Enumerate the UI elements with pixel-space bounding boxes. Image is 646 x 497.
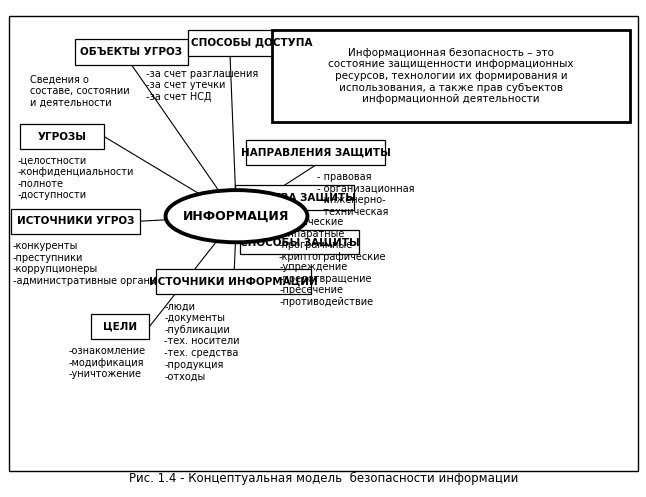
Text: Сведения о
составе, состоянии
и деятельности: Сведения о составе, состоянии и деятельн… [30, 75, 130, 108]
FancyBboxPatch shape [11, 209, 140, 234]
Text: -ознакомление
-модификация
-уничтожение: -ознакомление -модификация -уничтожение [69, 346, 146, 379]
Text: Рис. 1.4 - Концептуальная модель  безопасности информации: Рис. 1.4 - Концептуальная модель безопас… [129, 472, 518, 485]
Text: - правовая
- организационная
- инженерно-
  техническая: - правовая - организационная - инженерно… [317, 172, 415, 217]
Text: -упреждение
-предотвращение
-пресечение
-противодействие: -упреждение -предотвращение -пресечение … [280, 262, 374, 307]
Text: -люди
-документы
-публикации
-тех. носители
-тех. средства
-продукция
-отходы: -люди -документы -публикации -тех. носит… [164, 302, 240, 381]
Ellipse shape [165, 190, 307, 243]
FancyBboxPatch shape [76, 39, 188, 65]
Text: -целостности
-конфиденциальности
-полноте
-доступности: -целостности -конфиденциальности -полнот… [17, 156, 134, 200]
Text: -за счет разглашения
-за счет утечки
-за счет НСД: -за счет разглашения -за счет утечки -за… [146, 69, 258, 102]
FancyBboxPatch shape [156, 269, 311, 294]
FancyBboxPatch shape [91, 314, 149, 339]
Text: ИСТОЧНИКИ УГРОЗ: ИСТОЧНИКИ УГРОЗ [17, 216, 134, 226]
Text: -физические
-аппаратные
-программные
-криптографические: -физические -аппаратные -программные -кр… [278, 217, 386, 262]
FancyBboxPatch shape [240, 230, 359, 254]
FancyBboxPatch shape [188, 30, 314, 56]
Text: СПОСОБЫ ЗАЩИТЫ: СПОСОБЫ ЗАЩИТЫ [240, 237, 360, 247]
Text: ОБЪЕКТЫ УГРОЗ: ОБЪЕКТЫ УГРОЗ [80, 47, 182, 57]
FancyBboxPatch shape [272, 30, 630, 122]
Text: -конкуренты
-преступники
-коррупционеры
-административные органы: -конкуренты -преступники -коррупционеры … [13, 241, 158, 286]
FancyBboxPatch shape [246, 140, 385, 165]
FancyBboxPatch shape [234, 185, 354, 210]
Text: НАПРАВЛЕНИЯ ЗАЩИТЫ: НАПРАВЛЕНИЯ ЗАЩИТЫ [241, 148, 391, 158]
FancyBboxPatch shape [21, 124, 104, 149]
Text: СПОСОБЫ ДОСТУПА: СПОСОБЫ ДОСТУПА [191, 38, 312, 48]
Text: УГРОЗЫ: УГРОЗЫ [38, 132, 87, 142]
Text: ИСТОЧНИКИ ИНФОРМАЦИИ: ИСТОЧНИКИ ИНФОРМАЦИИ [149, 277, 318, 287]
Text: Информационная безопасность – это
состояние защищенности информационных
ресурсов: Информационная безопасность – это состоя… [329, 48, 574, 104]
Text: СРЕДСТВА ЗАЩИТЫ: СРЕДСТВА ЗАЩИТЫ [234, 192, 355, 202]
Text: ЦЕЛИ: ЦЕЛИ [103, 322, 138, 331]
Text: ИНФОРМАЦИЯ: ИНФОРМАЦИЯ [183, 210, 289, 223]
